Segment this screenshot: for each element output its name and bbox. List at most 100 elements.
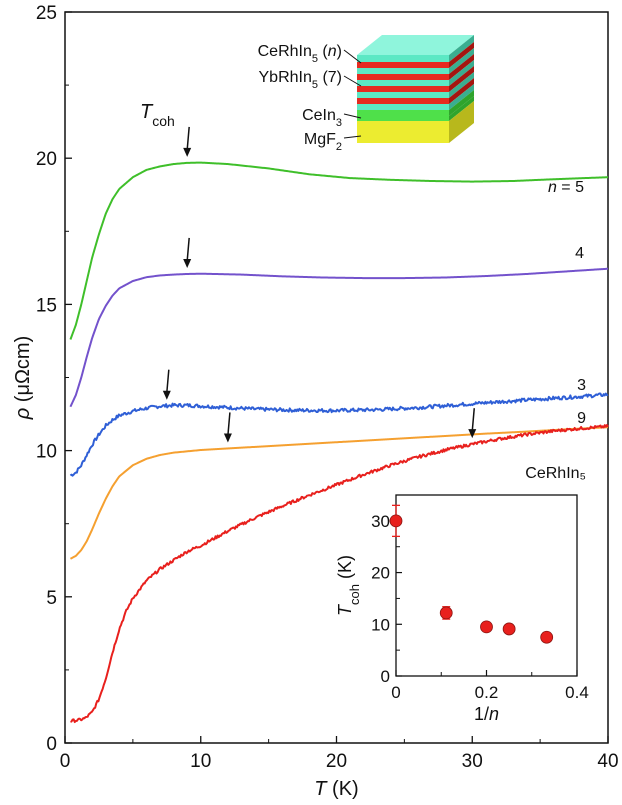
y-tick-label: 5 (46, 588, 57, 609)
tcoh-arrow-shaft-3 (227, 412, 231, 436)
series-line-3 (69, 426, 609, 560)
layer-label-subscript: 5 (312, 79, 318, 91)
stack-side-band-3 (449, 54, 474, 80)
inset-y-label-unit: (K) (335, 555, 355, 584)
main-series-group: n = 5 4 3 9 CeRhIn₅ (69, 161, 609, 724)
series-label-text: 3 (577, 377, 586, 394)
stack-side-band-9 (449, 90, 474, 116)
x-axis-label: T (K) (314, 778, 358, 800)
y-axis-unit: (μΩcm) (12, 336, 34, 408)
inset-frame (395, 494, 578, 677)
stack-front-band-9 (357, 110, 449, 116)
tcoh-arrow-shaft-0 (186, 126, 190, 150)
inset-y-label: Tcoh (K) (335, 555, 362, 616)
inset-y-label-symbol: T (335, 603, 355, 616)
series-label-0: n = 5 (548, 179, 584, 196)
tcoh-arrow-shaft-2 (166, 369, 170, 393)
series-label-text: = 5 (557, 179, 584, 196)
series-label-1: 4 (575, 245, 584, 262)
inset-y-label-subscript: coh (347, 584, 362, 605)
series-label-text: 4 (575, 245, 584, 262)
inset-x-tick-label: 0 (391, 683, 400, 702)
inset-x-tick-label: 0.4 (565, 683, 589, 702)
tcoh-arrow-head-1 (183, 258, 192, 268)
stack-front-band-10 (357, 116, 449, 121)
stack-side-band-8 (449, 84, 474, 110)
series-label-text: 9 (577, 410, 586, 427)
series-line-4 (70, 424, 609, 724)
stack-front-band-5 (357, 86, 449, 92)
layer-label-tail: (7) (318, 69, 342, 86)
inset-x-tick-label: 0.2 (475, 683, 499, 702)
stack-front-band-3 (357, 74, 449, 80)
stack-side-band-7 (449, 78, 474, 104)
tcoh-inset-chart: 0 0.2 0.4 0 10 20 30 1/n Tcoh (K) (335, 494, 589, 724)
inset-point-3 (502, 622, 516, 636)
layer-label-1: YbRhIn5 (7) (259, 69, 343, 91)
series-label-3: 9 (577, 410, 586, 427)
inset-x-label-symbol: n (489, 704, 499, 724)
tcoh-arrow-head-4 (468, 429, 477, 439)
stack-front-band-0 (357, 55, 449, 62)
stack-side-band-4 (449, 60, 474, 86)
tcoh-arrow-head-2 (162, 390, 171, 400)
x-tick-label: 20 (326, 751, 347, 772)
layer-label-text: YbRhIn (259, 69, 312, 86)
series-label-symbol: n (548, 179, 557, 196)
tcoh-subscript: coh (152, 113, 175, 129)
inset-point-1 (439, 606, 453, 620)
inset-point-0 (389, 514, 403, 528)
stack-front-band-2 (357, 68, 449, 74)
layer-leader-3 (343, 135, 362, 139)
layer-label-0: CeRhIn5 (n) (258, 43, 342, 65)
y-tick-label: 10 (36, 442, 57, 463)
tcoh-label: Tcoh (140, 101, 175, 129)
stack-front-band-11 (357, 121, 449, 143)
series-line-1 (69, 267, 609, 408)
stack-side-band-6 (449, 72, 474, 98)
tcoh-symbol: T (140, 101, 154, 123)
y-tick-label: 25 (36, 3, 57, 24)
stack-front-band-1 (357, 62, 449, 68)
layer-label-2: CeIn3 (302, 107, 342, 129)
layer-label-text: CeIn (302, 107, 336, 124)
x-tick-label: 30 (462, 751, 483, 772)
tcoh-arrow-shaft-4 (471, 408, 475, 432)
series-label-text: CeRhIn₅ (525, 465, 586, 482)
layer-label-subscript: 3 (336, 117, 342, 129)
layer-label-3: MgF2 (304, 131, 342, 153)
x-tick-label: 10 (190, 751, 211, 772)
inset-point-2 (480, 620, 493, 634)
stack-front-band-6 (357, 92, 449, 98)
stack-side-band-0 (449, 35, 474, 62)
series-line-0 (69, 161, 609, 340)
layer-leader-2 (343, 113, 362, 119)
tcoh-arrow-head-0 (183, 147, 192, 157)
x-axis-unit: (K) (327, 778, 359, 800)
layer-label-subscript: 5 (312, 53, 318, 65)
series-label-2: 3 (577, 377, 586, 394)
inset-x-label-text: 1/ (474, 704, 489, 724)
layer-leader-0 (343, 49, 362, 64)
tcoh-arrow-head-3 (223, 433, 232, 443)
layer-label-text: CeRhIn (258, 43, 312, 60)
inset-y-tick-label: 10 (371, 615, 390, 634)
inset-x-label: 1/n (474, 704, 499, 724)
series-label-4: CeRhIn₅ (525, 465, 586, 482)
stack-top-face (357, 35, 474, 55)
layer-label-subscript: 2 (336, 141, 342, 153)
inset-y-tick-label: 0 (381, 667, 390, 686)
stack-front-band-7 (357, 98, 449, 104)
layer-label-text: MgF (304, 131, 336, 148)
main-annotations: Tcoh (140, 101, 477, 443)
tcoh-arrow-shaft-1 (186, 237, 190, 262)
x-tick-label: 0 (60, 751, 71, 772)
series-line-2 (69, 392, 609, 477)
y-tick-label: 20 (36, 149, 57, 170)
y-axis-symbol: ρ (12, 408, 34, 420)
stack-front-band-8 (357, 104, 449, 110)
x-tick-label: 40 (597, 751, 618, 772)
